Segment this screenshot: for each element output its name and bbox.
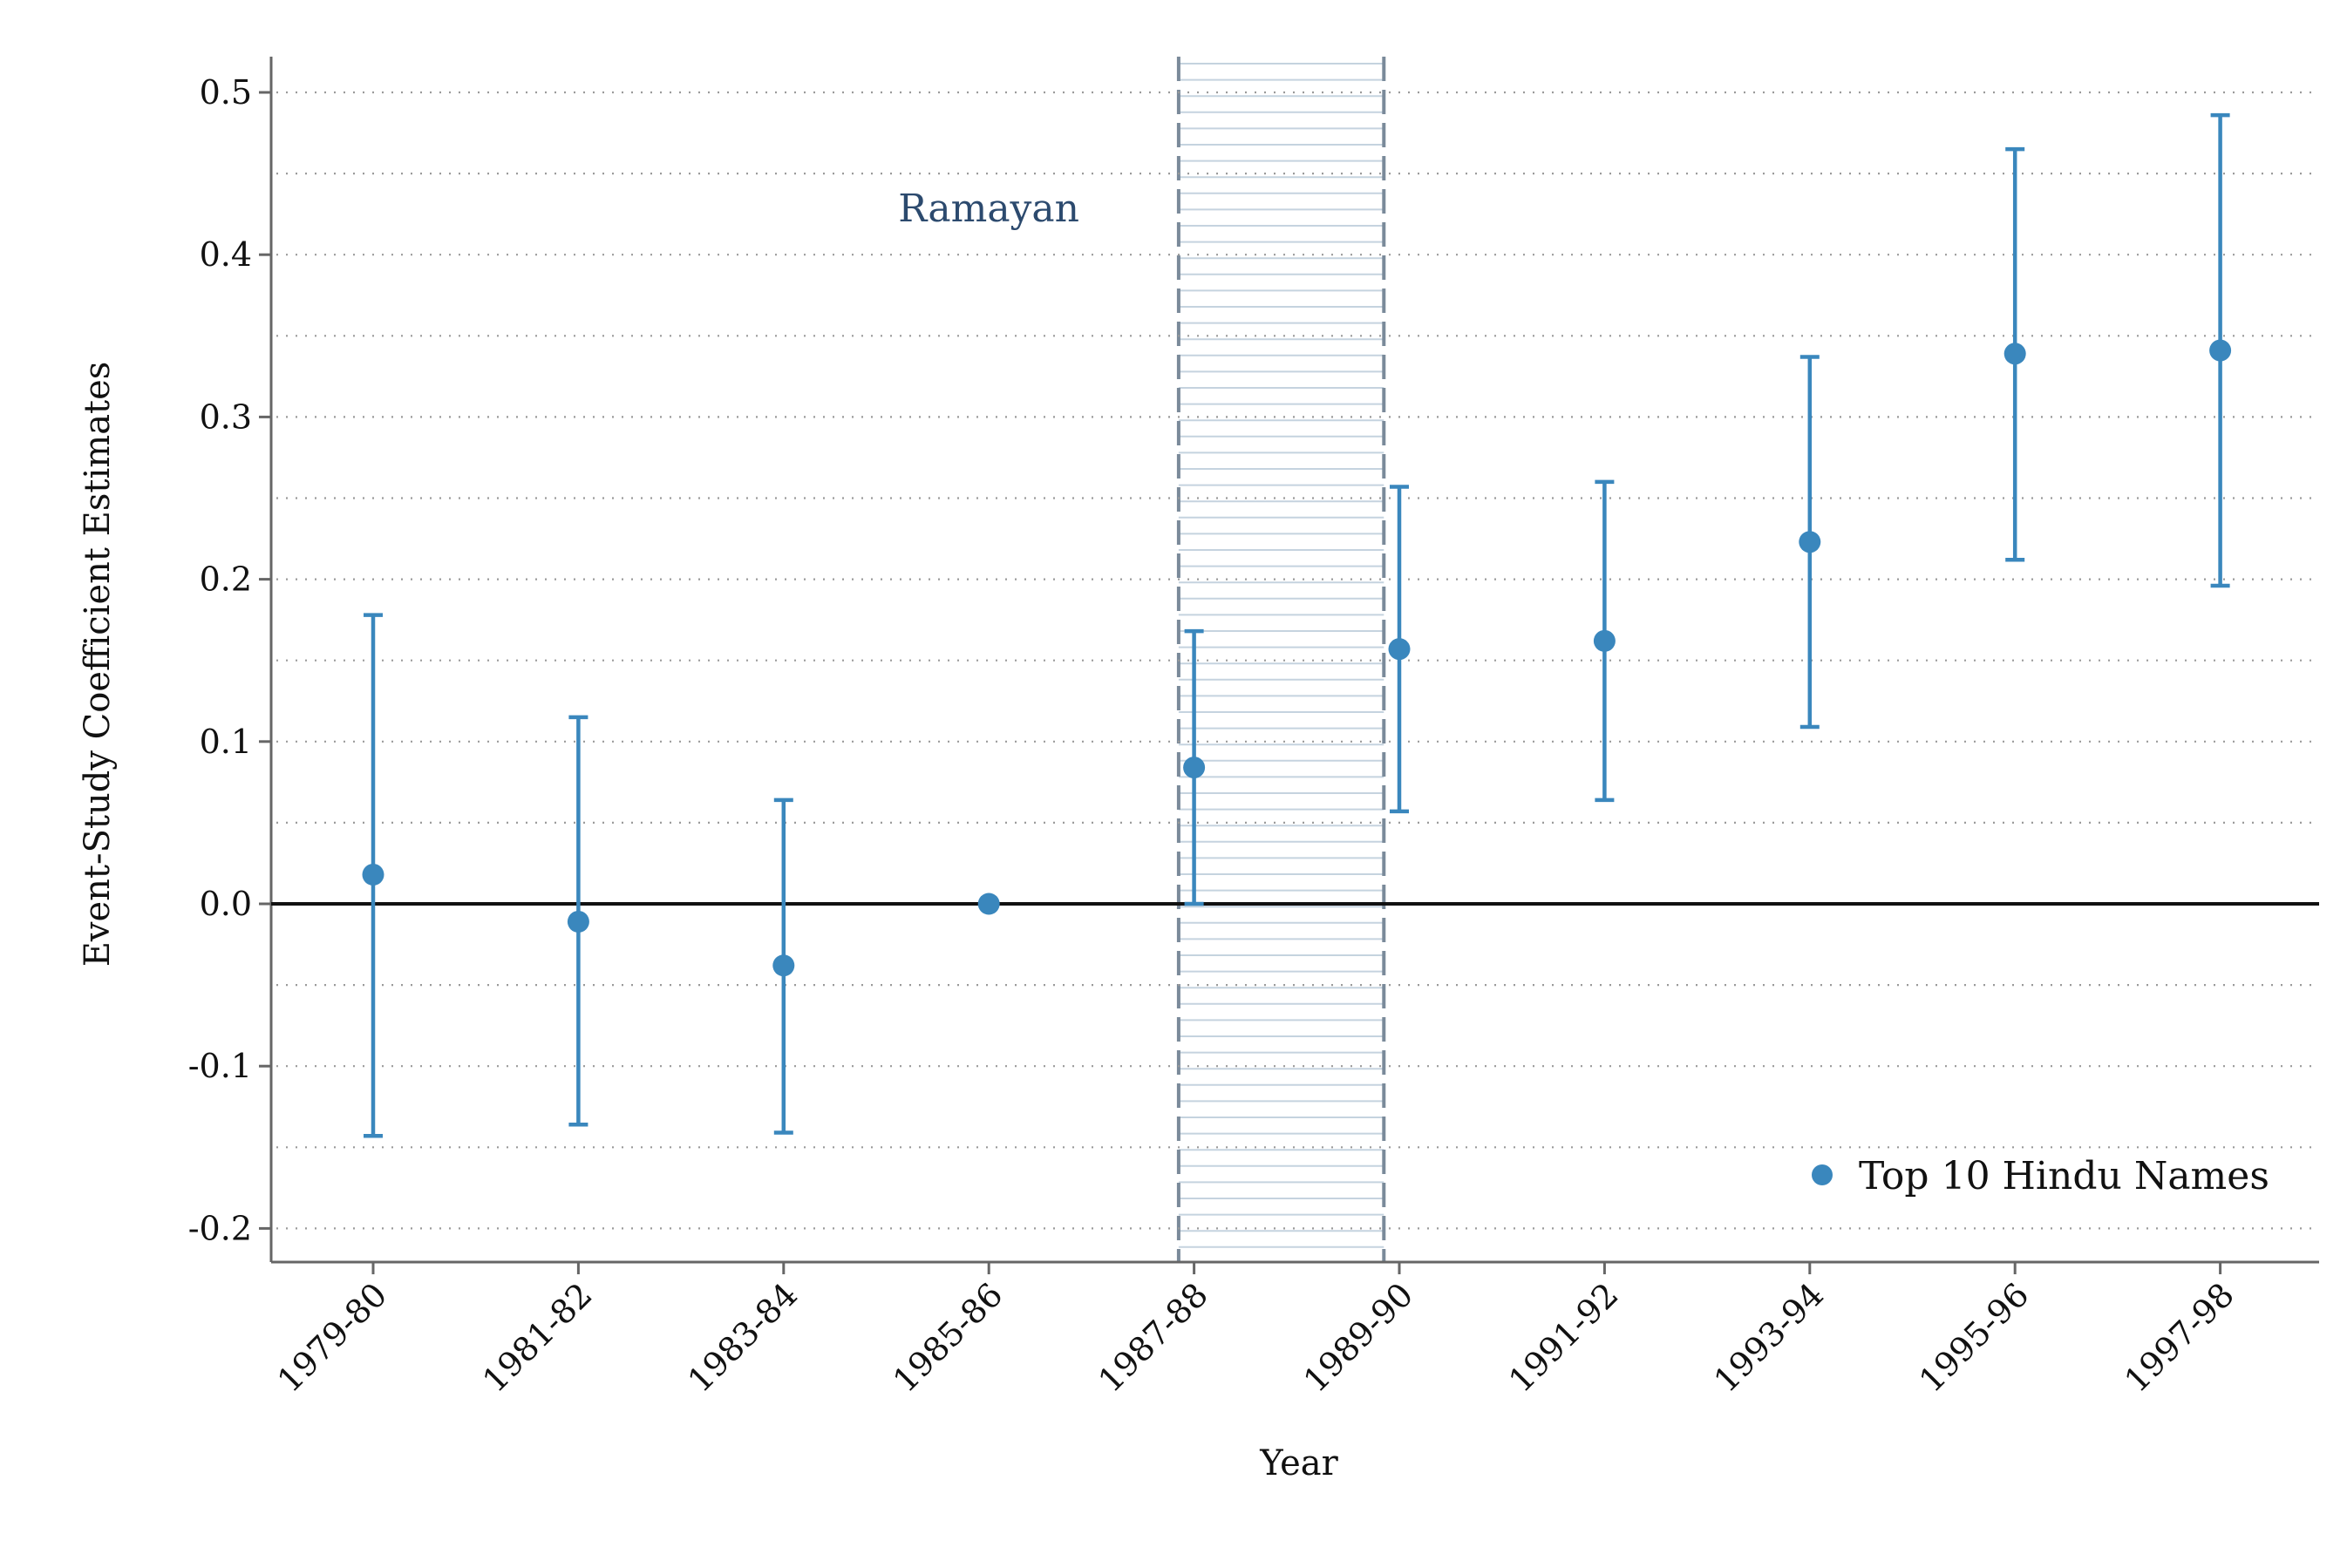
gridlines-group — [276, 91, 2319, 1230]
data-point — [1799, 531, 1821, 553]
legend-label: Top 10 Hindu Names — [1859, 1154, 2269, 1198]
shaded-region-label: Ramayan — [898, 187, 1079, 231]
y-tick-label: 0.1 — [200, 723, 252, 761]
data-point — [2209, 339, 2232, 362]
x-tick-label: 1987-88 — [1091, 1275, 1215, 1400]
y-tick-label: -0.1 — [188, 1047, 252, 1085]
x-tick-label: 1981-82 — [475, 1275, 600, 1400]
data-point — [362, 863, 384, 886]
x-tick-label: 1995-96 — [1912, 1275, 2037, 1400]
legend-marker — [1812, 1164, 1833, 1185]
y-axis-title: Event-Study Coefficient Estimates — [78, 362, 118, 967]
data-point — [567, 910, 589, 933]
data-point — [1388, 638, 1411, 661]
axes-group — [259, 57, 2319, 1274]
x-tick-label: 1989-90 — [1296, 1275, 1421, 1400]
y-tick-label: -0.2 — [188, 1209, 252, 1247]
x-tick-label: 1979-80 — [270, 1275, 395, 1400]
data-point — [1593, 629, 1616, 652]
series-group — [362, 112, 2232, 1138]
y-tick-label: 0.5 — [200, 73, 252, 112]
y-tick-label: 0.4 — [200, 235, 252, 274]
y-tick-label: 0.0 — [200, 885, 252, 923]
labels-group: -0.2 -0.1 0.0 0.1 0.2 0.3 0.4 0.5 1979-80 1981-82… — [188, 73, 2242, 1400]
y-tick-label: 0.2 — [200, 560, 252, 599]
x-tick-label: 1993-94 — [1706, 1275, 1831, 1400]
x-tick-label: 1985-86 — [886, 1275, 1010, 1400]
x-tick-label: 1997-98 — [2117, 1275, 2242, 1400]
data-point — [772, 954, 795, 977]
x-tick-label: 1983-84 — [680, 1275, 805, 1400]
data-point — [2003, 343, 2026, 365]
x-axis-title: Year — [1259, 1443, 1338, 1483]
x-tick-label: 1991-92 — [1501, 1275, 1626, 1400]
data-point — [1183, 757, 1206, 779]
shaded-band-group — [1176, 57, 1386, 1262]
y-tick-label: 0.3 — [200, 397, 252, 436]
data-point — [977, 893, 1000, 915]
